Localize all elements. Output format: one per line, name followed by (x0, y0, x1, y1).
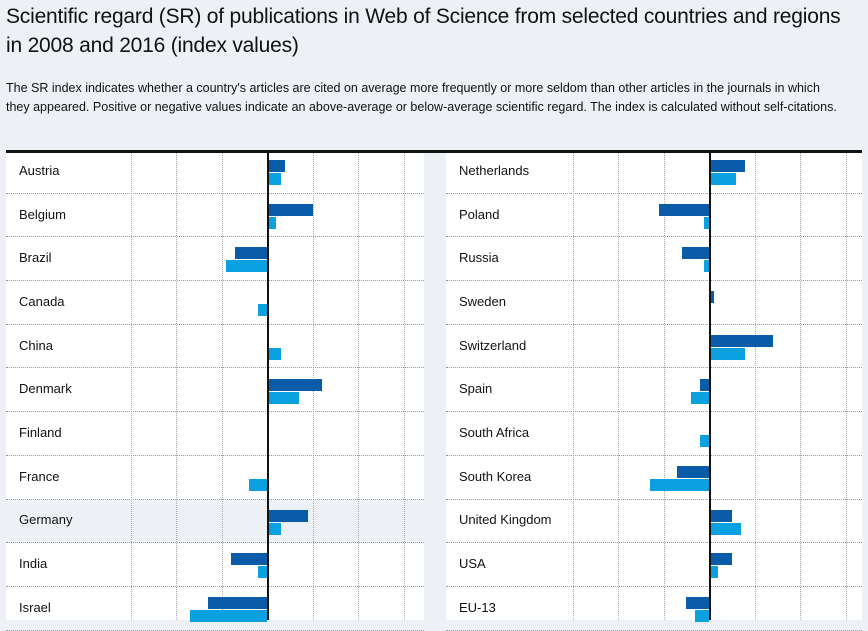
zero-axis (267, 150, 269, 620)
category-label: South Africa (459, 425, 530, 441)
category-label: Israel (19, 599, 51, 615)
category-label: Denmark (19, 381, 72, 397)
category-row: Poland (446, 194, 862, 238)
category-label: Brazil (19, 250, 52, 266)
bar-2008-austria (267, 160, 286, 172)
gridline (403, 150, 405, 620)
gridline (845, 150, 847, 620)
category-label: United Kingdom (459, 512, 552, 528)
category-row: India (6, 543, 424, 587)
category-label: China (19, 337, 53, 353)
category-label: South Korea (459, 468, 532, 484)
bar-2016-switzerland (709, 347, 746, 360)
category-row: South Korea (446, 456, 862, 500)
category-row: Canada (6, 281, 424, 325)
gridline (176, 150, 177, 620)
category-row: Austria (6, 150, 424, 194)
category-label: Sweden (459, 293, 506, 309)
category-row: USA (446, 543, 862, 587)
gridline (663, 150, 665, 620)
category-label: EU-13 (459, 599, 496, 615)
bar-2016-south-korea (649, 478, 709, 491)
category-row: China (6, 325, 424, 369)
category-row: Denmark (6, 369, 424, 413)
category-row: Germany (6, 499, 424, 544)
gridline (358, 150, 359, 620)
category-row: Russia (446, 237, 862, 282)
zero-axis (709, 150, 711, 620)
chart-area: Austria Belgium Brazil Canada China Denmark Fi… (0, 150, 868, 631)
top-rule (6, 150, 862, 153)
bar-2016-india (257, 566, 267, 579)
bar-2016-russia (704, 260, 709, 273)
bar-2016-belgium (267, 216, 277, 229)
bar-2016-united-kingdom (709, 522, 741, 535)
category-row: France (6, 456, 424, 500)
bar-2016-poland (704, 216, 709, 229)
category-row: Spain (446, 369, 862, 413)
bar-2008-israel (207, 597, 267, 609)
bar-2008-usa (709, 553, 732, 566)
category-row: Sweden (446, 281, 862, 325)
bar-2016-france (248, 478, 267, 491)
category-label: Netherlands (459, 162, 530, 178)
category-label: Canada (19, 293, 65, 309)
category-label: Belgium (19, 206, 66, 222)
bar-2016-denmark (267, 391, 299, 404)
bar-2016-austria (267, 173, 281, 185)
bar-2016-netherlands (709, 173, 737, 185)
bar-2008-united-kingdom (709, 509, 732, 522)
gridline (800, 150, 801, 620)
bar-2008-belgium (267, 203, 313, 216)
bar-2016-south-africa (699, 435, 709, 448)
bar-2008-sweden (709, 291, 714, 304)
bar-2016-germany (267, 522, 281, 535)
category-row: Switzerland (446, 325, 862, 369)
bar-2008-south-korea (677, 465, 709, 478)
gridline (130, 150, 132, 620)
panel-1: Austria Belgium Brazil Canada China Denmark Fi… (6, 150, 424, 631)
bar-2016-usa (709, 566, 719, 579)
category-row: Netherlands (446, 150, 862, 194)
gridline (572, 150, 574, 620)
bar-2016-spain (690, 391, 709, 404)
chart-description: The SR index indicates whether a country… (6, 81, 837, 114)
bar-2008-poland (658, 203, 709, 216)
category-label: Germany (19, 512, 73, 528)
bar-2008-spain (699, 378, 709, 391)
gridline (618, 150, 619, 620)
bar-2016-canada (257, 304, 267, 317)
bar-2008-germany (267, 509, 308, 522)
category-row: Belgium (6, 194, 424, 238)
category-label: France (19, 468, 60, 484)
category-label: Poland (459, 206, 500, 222)
bar-2008-switzerland (709, 334, 773, 347)
bar-2016-china (267, 347, 281, 360)
category-label: Russia (459, 250, 499, 266)
chart-title: Scientific regard (SR) of publications i… (6, 5, 841, 57)
panel-2: Netherlands Poland Russia Sweden Switzerland… (446, 150, 862, 631)
gridline (754, 150, 756, 620)
bar-2016-eu-13 (695, 610, 709, 622)
category-row: South Africa (446, 412, 862, 456)
bar-2016-israel (189, 610, 267, 622)
category-label: Austria (19, 162, 60, 178)
bar-2008-netherlands (709, 160, 746, 172)
category-label: Switzerland (459, 337, 527, 353)
bar-2008-eu-13 (686, 597, 709, 609)
bar-2008-india (230, 553, 267, 566)
category-label: Spain (459, 381, 493, 397)
category-row: Finland (6, 412, 424, 456)
bar-2008-brazil (235, 247, 267, 260)
category-label: India (19, 556, 48, 572)
bar-2008-russia (681, 247, 709, 260)
category-label: USA (459, 556, 486, 572)
category-row: United Kingdom (446, 500, 862, 544)
category-label: Finland (19, 425, 62, 441)
gridline (221, 150, 223, 620)
category-row: Brazil (6, 237, 424, 282)
bar-2016-brazil (226, 260, 267, 273)
bar-2008-denmark (267, 378, 322, 391)
